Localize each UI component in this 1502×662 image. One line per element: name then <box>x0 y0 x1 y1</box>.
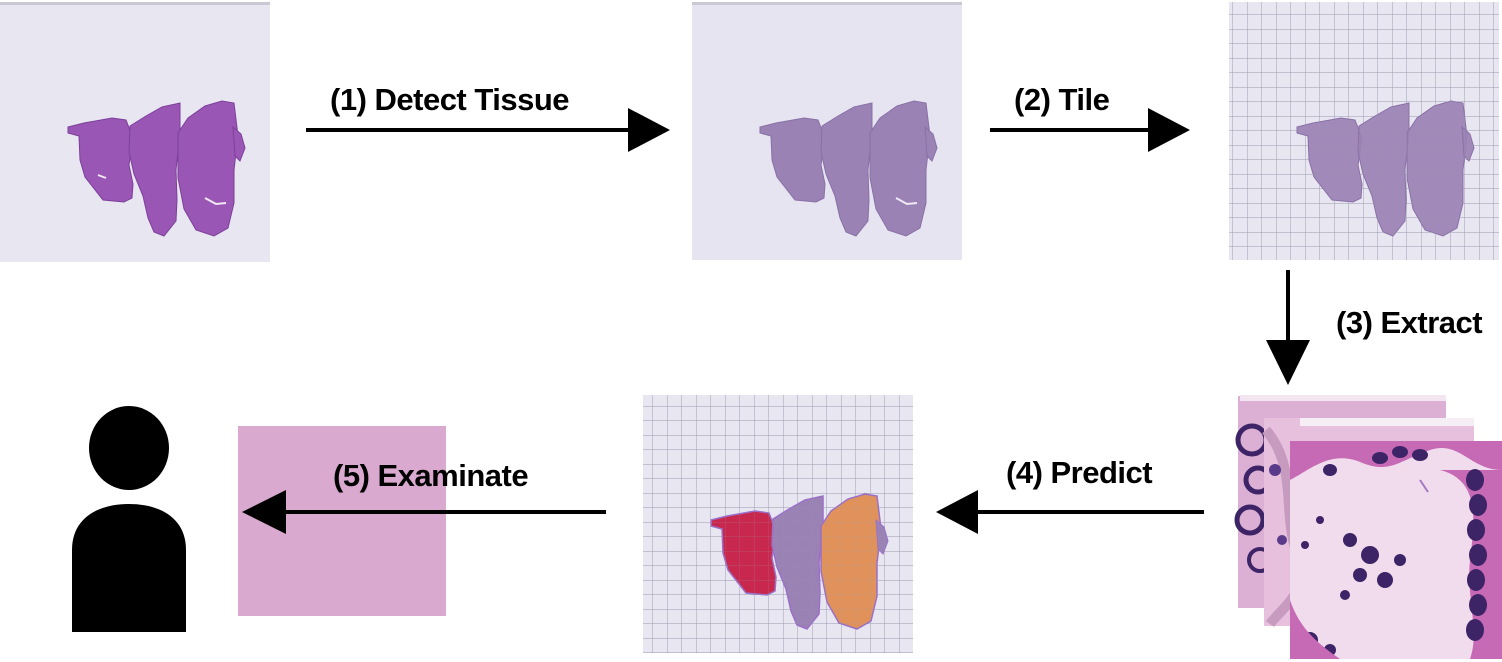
prediction-heatmap-slide <box>643 395 913 653</box>
arrow-extract <box>1266 270 1310 385</box>
raw-slide-image <box>0 2 270 262</box>
patch-front <box>1290 441 1502 659</box>
step-3-label: (3) Extract <box>1336 305 1483 340</box>
arrow-detect-tissue <box>306 108 670 152</box>
arrow-predict <box>936 490 1204 534</box>
person-silhouette-icon <box>72 406 186 632</box>
extracted-patches-stack <box>238 395 1502 659</box>
detected-tissue-slide <box>692 2 962 260</box>
tiled-slide <box>1229 2 1499 260</box>
arrow-tile <box>990 108 1190 152</box>
step-2-label: (2) Tile <box>1014 82 1110 117</box>
step-5-label: (5) Examinate <box>333 458 529 493</box>
step-1-label: (1) Detect Tissue <box>330 82 570 117</box>
arrow-examinate <box>242 490 606 534</box>
step-4-label: (4) Predict <box>1006 455 1153 490</box>
